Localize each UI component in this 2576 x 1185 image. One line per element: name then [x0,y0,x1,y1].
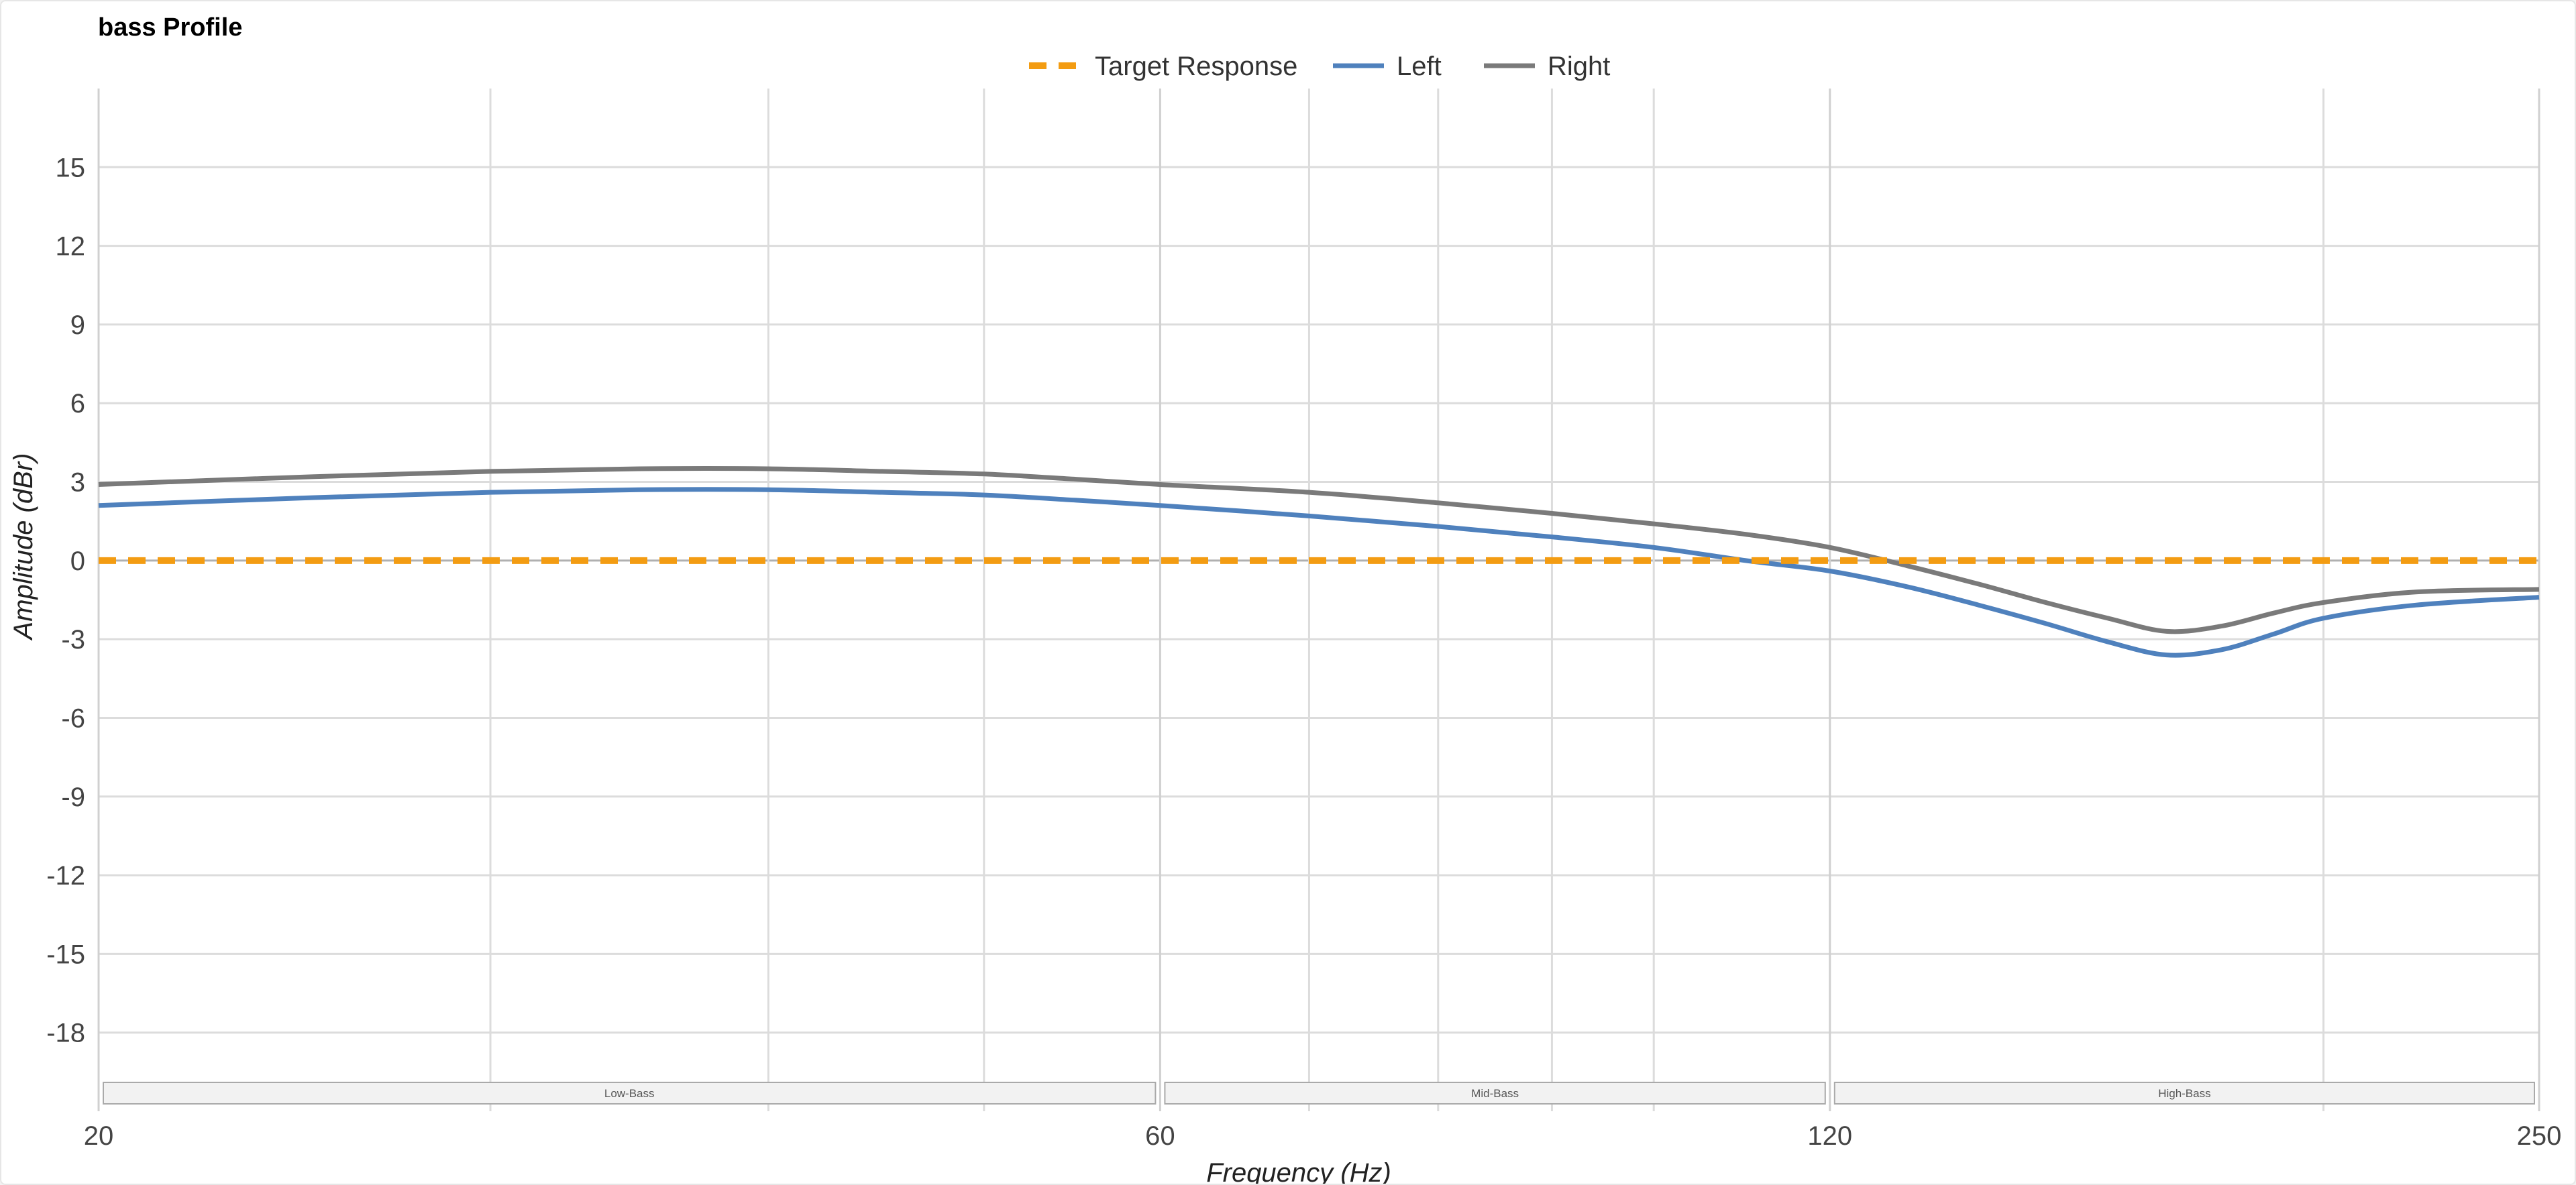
band-box [103,1082,1157,1105]
y-tick-label: 15 [56,153,86,182]
x-tick-label: 60 [1145,1121,1175,1151]
y-tick-label: 6 [70,389,85,418]
y-tick-label: -6 [61,703,85,733]
legend-label-left[interactable]: Left [1397,52,1442,81]
series-line-right [98,465,2540,634]
y-tick-label: 9 [70,311,85,340]
x-axis-title: Frequency (Hz) [1206,1158,1391,1184]
band-label: Low-Bass [604,1087,655,1100]
band-box [1833,1082,2535,1105]
axes-layer: -18 -15 -12 -9 -6 -3 0 3 6 9 12 15 20 60 120 250 Frequen… [9,153,2561,1184]
legend[interactable]: Target Response Left Right [1029,52,1610,81]
band-label: High-Bass [2158,1087,2210,1100]
x-tick-label: 250 [2517,1121,2562,1151]
y-tick-label: 12 [56,232,86,262]
band-label: Mid-Bass [1471,1087,1519,1100]
series-line-left [98,487,2540,658]
chart-title: bass Profile [98,13,243,42]
band-box [1164,1082,1826,1105]
legend-label-target-response[interactable]: Target Response [1095,52,1297,81]
y-tick-label: -3 [61,625,85,655]
y-tick-label: -9 [61,783,85,812]
y-axis-title: Amplitude (dBr) [9,453,38,641]
grid-layer [97,89,2540,1111]
y-tick-label: -15 [46,940,85,969]
y-tick-label: 0 [70,547,85,576]
y-tick-label: -12 [46,861,85,891]
y-tick-label: 3 [70,468,85,498]
x-tick-label: 20 [84,1121,114,1151]
x-tick-label: 120 [1807,1121,1852,1151]
y-tick-label: -18 [46,1019,85,1048]
legend-label-right[interactable]: Right [1548,52,1610,81]
series-layer [98,465,2540,658]
band-layer: Low-Bass Mid-Bass High-Bass [103,1082,2535,1105]
